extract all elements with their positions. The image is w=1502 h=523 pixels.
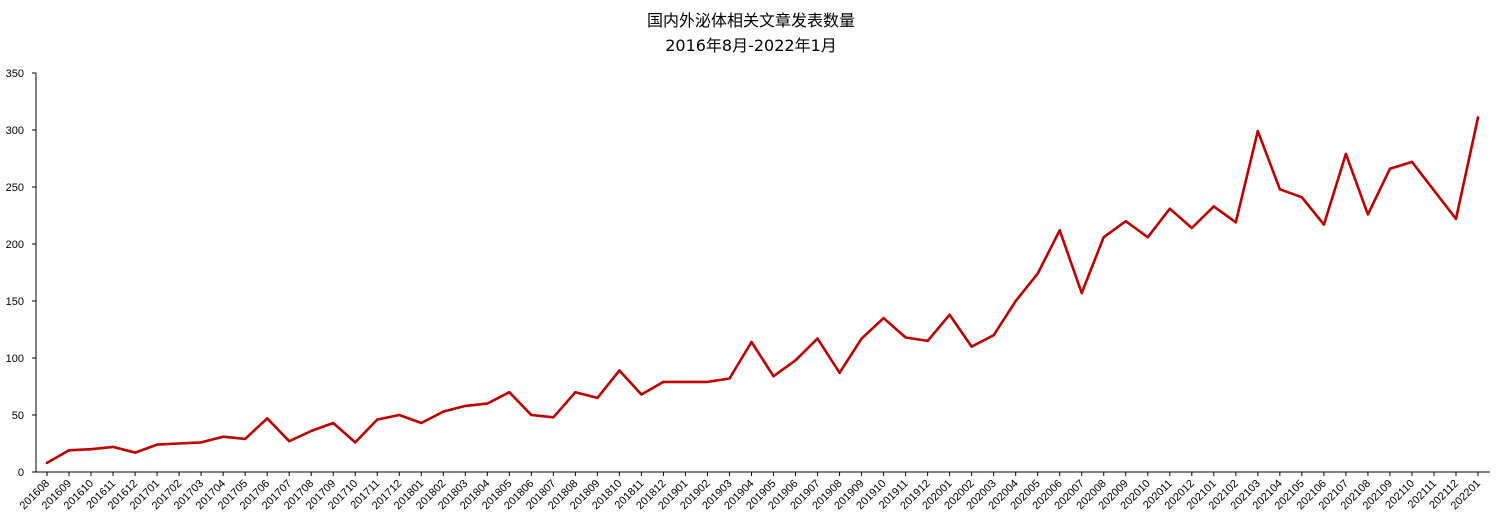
data-point (662, 380, 665, 384)
data-point (1146, 235, 1149, 239)
data-point (530, 413, 533, 417)
data-point (1036, 272, 1039, 275)
data-point (177, 442, 181, 445)
data-point (89, 448, 93, 451)
data-point (640, 393, 643, 396)
data-point (684, 380, 687, 384)
data-point (420, 421, 423, 425)
data-point (1410, 160, 1414, 164)
data-point (838, 371, 841, 375)
data-point (287, 440, 291, 443)
data-point (1388, 167, 1392, 170)
data-point (243, 437, 247, 441)
data-point (860, 337, 863, 340)
data-point (1212, 205, 1216, 208)
y-tick-label: 0 (18, 467, 24, 479)
data-point (1080, 291, 1083, 295)
y-tick-label: 150 (6, 296, 24, 308)
data-point (442, 410, 445, 413)
data-point (111, 445, 115, 449)
data-point (221, 435, 225, 438)
y-tick-label: 50 (12, 410, 24, 422)
data-point (1366, 213, 1370, 216)
data-point (772, 375, 775, 378)
data-point (309, 429, 313, 433)
y-tick-label: 350 (6, 68, 24, 80)
data-point (199, 441, 203, 444)
y-tick-label: 200 (6, 239, 24, 251)
series-line (45, 116, 1480, 465)
data-point (464, 404, 467, 408)
y-axis: 0 50 100 150 200 250 300 350 (6, 68, 37, 479)
data-point (1168, 207, 1171, 210)
data-point (508, 391, 511, 394)
data-point (45, 461, 49, 465)
data-point (882, 316, 885, 320)
data-point (750, 340, 753, 344)
data-point (1190, 226, 1194, 230)
data-point (486, 402, 489, 405)
series-layer (45, 116, 1480, 465)
data-point (970, 345, 973, 348)
data-point (1344, 152, 1348, 156)
data-point (904, 336, 907, 339)
chart-subtitle: 2016年8月-2022年1月 (665, 36, 837, 55)
data-point (133, 451, 137, 454)
data-point (67, 449, 71, 452)
data-point (1454, 217, 1458, 221)
data-point (1058, 229, 1061, 232)
data-point (728, 377, 731, 380)
data-point (706, 380, 709, 384)
data-point (332, 421, 335, 425)
data-point (1102, 235, 1105, 239)
data-point (992, 334, 995, 337)
data-point (376, 418, 379, 421)
data-point (552, 416, 555, 419)
data-point (265, 417, 269, 420)
data-point (596, 396, 599, 400)
data-point (1124, 220, 1127, 223)
y-tick-label: 300 (6, 125, 24, 137)
data-point (1014, 299, 1017, 303)
data-point (1322, 223, 1326, 226)
y-tick-label: 100 (6, 353, 24, 365)
data-point (926, 339, 929, 343)
y-tick-label: 250 (6, 182, 24, 194)
data-point (1432, 189, 1436, 192)
data-point (398, 413, 401, 417)
x-axis: 2016082016092016102016112016122017012017… (18, 471, 1490, 512)
data-point (155, 443, 159, 446)
data-point (618, 369, 621, 372)
data-point (354, 441, 357, 444)
data-point (794, 359, 797, 362)
data-point (574, 391, 577, 394)
data-point (1256, 129, 1260, 133)
chart-title: 国内外泌体相关文章发表数量 (647, 11, 855, 30)
data-point (1278, 188, 1282, 191)
data-point (816, 337, 819, 340)
data-point (948, 313, 951, 316)
data-point (1476, 116, 1480, 119)
data-point (1300, 196, 1304, 199)
data-point (1234, 221, 1238, 224)
